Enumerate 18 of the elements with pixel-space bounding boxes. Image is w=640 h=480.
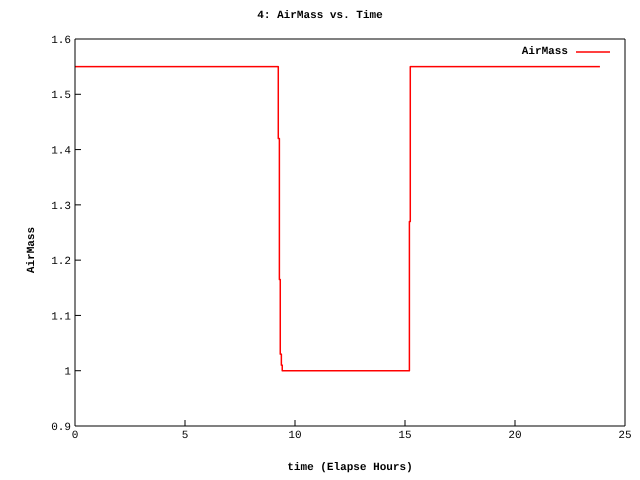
x-tick-label: 15 <box>398 430 412 442</box>
x-axis-title: time (Elapse Hours) <box>286 462 414 474</box>
x-tick-label: 5 <box>182 430 188 442</box>
x-tick-label: 10 <box>288 430 302 442</box>
y-tick-label: 1 <box>64 366 72 379</box>
legend-label: AirMass <box>522 46 568 58</box>
y-tick-label: 1.2 <box>51 256 71 268</box>
y-tick-label: 1.3 <box>51 200 71 213</box>
y-tick-label: 1.4 <box>51 145 72 158</box>
x-tick-label: 0 <box>72 430 78 442</box>
y-axis-title: AirMass <box>25 226 39 276</box>
y-tick-label: 1.1 <box>51 311 72 324</box>
x-tick-label: 25 <box>618 430 632 442</box>
y-tick-label: 1.5 <box>51 90 71 102</box>
chart-title: 4: AirMass vs. Time <box>256 10 384 22</box>
y-tick-label: 1.6 <box>51 34 71 47</box>
x-tick-label: 20 <box>508 430 522 442</box>
y-tick-label: 0.9 <box>51 422 71 434</box>
